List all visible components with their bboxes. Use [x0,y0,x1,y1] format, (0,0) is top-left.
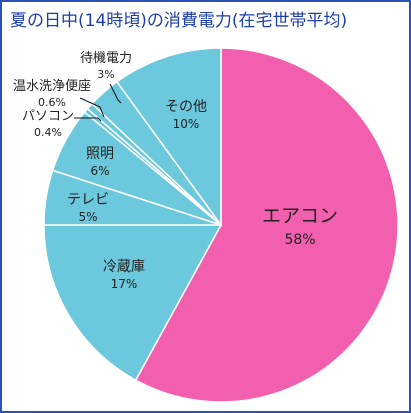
slice-name-label: その他 [165,99,207,115]
slice-value-label: 6% [90,164,109,178]
pie-slice [43,224,223,382]
slice-name-label: 温水洗浄便座 [13,79,91,94]
slice-name-label: パソコン [22,109,74,124]
slice-name-label: エアコン [262,205,338,227]
slice-name-label: テレビ [67,192,109,208]
slice-value-label: 3% [97,68,114,81]
leader-line [79,97,105,118]
slice-value-label: 58% [284,232,315,248]
pie-slice [134,47,399,403]
pie-slice [115,47,222,228]
leader-line [109,83,122,104]
slice-name-label: 冷蔵庫 [103,258,145,275]
leader-line [74,117,102,122]
slice-name-label: 待機電力 [80,51,132,66]
slice-value-label: 17% [111,277,138,291]
slice-value-label: 10% [173,117,200,131]
slice-value-label: 0.4% [34,126,62,139]
slice-name-label: 照明 [86,146,114,162]
chart-title: 夏の日中(14時頃)の消費電力(在宅世帯平均) [10,11,348,31]
slice-value-label: 0.6% [38,96,66,109]
slice-value-label: 5% [78,210,97,224]
